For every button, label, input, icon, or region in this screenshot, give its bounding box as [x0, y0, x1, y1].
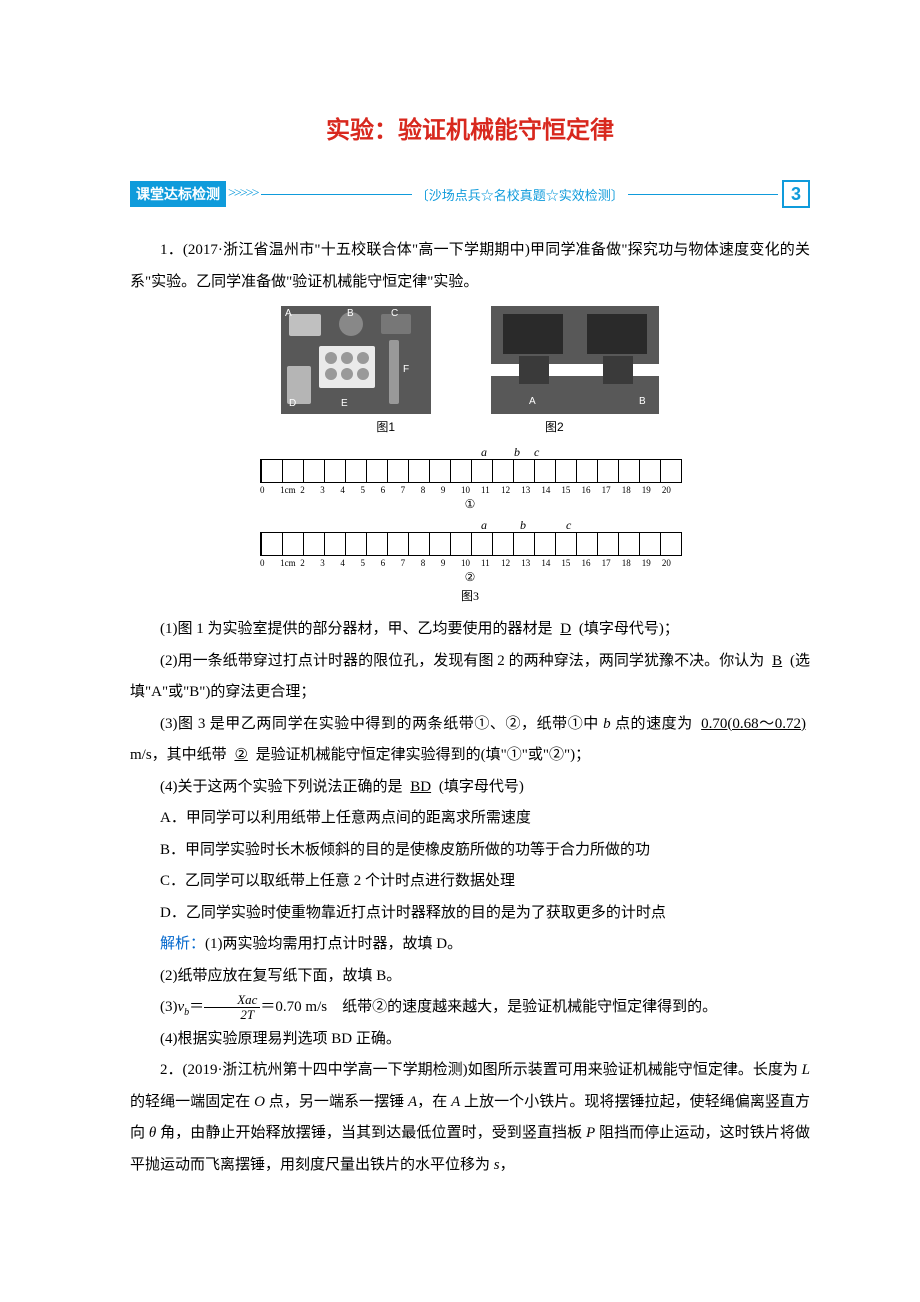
figure-2-photo: A B	[491, 306, 659, 414]
q1-sub1: (1)图 1 为实验室提供的部分器材，甲、乙均要使用的器材是 D (填字母代号)…	[130, 614, 810, 646]
ruler1-circle: ①	[260, 497, 680, 512]
ruler2-numbers: 01cm234567891011121314151617181920	[260, 558, 680, 568]
ruler2-label-c: c	[566, 518, 571, 533]
ruler1-label-b: b	[514, 445, 520, 460]
photo-row: A B C D E F	[130, 306, 810, 414]
q1-sub2-answer: B	[768, 653, 786, 669]
ruler1-label-a: a	[481, 445, 487, 460]
q1-sub4-answer: BD	[406, 779, 435, 795]
banner-number-box: 3	[782, 180, 810, 208]
q2-intro: 2．(2019·浙江杭州第十四中学高一下学期检测)如图所示装置可用来验证机械能守…	[130, 1055, 810, 1181]
q1-solution-3: (3)vb＝Xac2T＝0.70 m/s 纸带②的速度越来越大，是验证机械能守恒…	[130, 992, 810, 1024]
banner-line-left	[261, 194, 411, 195]
q1-option-a: A．甲同学可以利用纸带上任意两点间的距离求所需速度	[130, 803, 810, 835]
q1-option-d: D．乙同学实验时使重物靠近打点计时器释放的目的是为了获取更多的计时点	[130, 898, 810, 930]
figure-block: A B C D E F	[130, 306, 810, 604]
page-title: 实验：验证机械能守恒定律	[130, 110, 810, 145]
q1-sub3-answer1: 0.70(0.68～0.72)	[697, 716, 810, 732]
banner-left-label: 课堂达标检测	[130, 181, 226, 207]
figure-1-photo: A B C D E F	[281, 306, 431, 414]
ruler2-label-b: b	[520, 518, 526, 533]
solution-label: 解析：	[160, 936, 205, 952]
ruler2-label-a: a	[481, 518, 487, 533]
q1-sub3-answer2: ②	[230, 747, 251, 763]
q1-sub1-answer: D	[556, 621, 575, 637]
q1-option-c: C．乙同学可以取纸带上任意 2 个计时点进行数据处理	[130, 866, 810, 898]
ruler-1: a b c 01cm234567891011121314151617181920…	[260, 445, 680, 512]
ruler1-numbers: 01cm234567891011121314151617181920	[260, 485, 680, 495]
q1-option-b: B．甲同学实验时长木板倾斜的目的是使橡皮筋所做的功等于合力所做的功	[130, 835, 810, 867]
fig3-caption: 图3	[130, 587, 810, 604]
ruler1-label-c: c	[534, 445, 539, 460]
fraction: Xac2T	[204, 993, 260, 1023]
section-banner: 课堂达标检测 >>>>> 〔沙场点兵☆名校真题☆实效检测〕 3	[130, 179, 810, 209]
fig1-caption: 图1	[376, 418, 395, 435]
q1-solution-2: (2)纸带应放在复写纸下面，故填 B。	[130, 961, 810, 993]
banner-line-right	[628, 194, 778, 195]
q1-sub4: (4)关于这两个实验下列说法正确的是 BD (填字母代号)	[130, 772, 810, 804]
q1-intro: 1．(2017·浙江省温州市"十五校联合体"高一下学期期中)甲同学准备做"探究功…	[130, 235, 810, 298]
ruler-2: a b c 01cm234567891011121314151617181920…	[260, 518, 680, 585]
q1-solution-1: 解析：(1)两实验均需用打点计时器，故填 D。	[130, 929, 810, 961]
page: 实验：验证机械能守恒定律 课堂达标检测 >>>>> 〔沙场点兵☆名校真题☆实效检…	[0, 0, 920, 1302]
q1-solution-4: (4)根据实验原理易判选项 BD 正确。	[130, 1024, 810, 1056]
fig2-caption: 图2	[545, 418, 564, 435]
ruler2-circle: ②	[260, 570, 680, 585]
banner-arrows-icon: >>>>>	[228, 186, 257, 202]
q1-sub3: (3)图 3 是甲乙两同学在实验中得到的两条纸带①、②，纸带①中 b 点的速度为…	[130, 709, 810, 772]
banner-center-label: 〔沙场点兵☆名校真题☆实效检测〕	[416, 185, 624, 204]
q1-sub2: (2)用一条纸带穿过打点计时器的限位孔，发现有图 2 的两种穿法，两同学犹豫不决…	[130, 646, 810, 709]
photo-captions: 图1 图2	[130, 418, 810, 435]
